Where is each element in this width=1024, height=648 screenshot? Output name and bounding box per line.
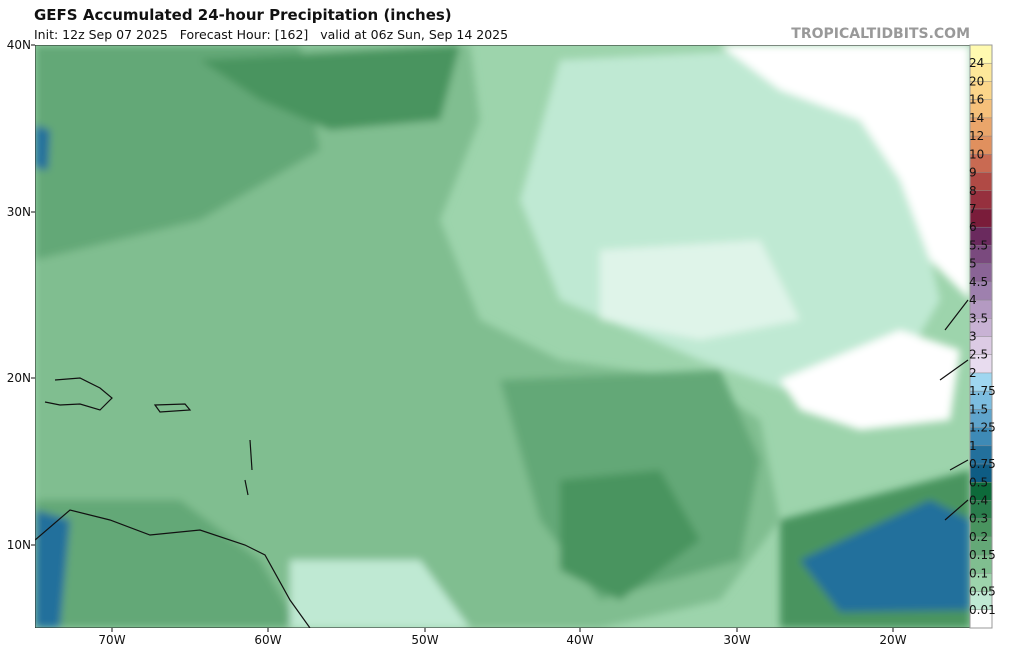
colorbar-swatch: [970, 482, 992, 501]
colorbar-swatch: [970, 427, 992, 447]
colorbar-swatch: [970, 464, 992, 483]
lon-label: 60W: [254, 633, 281, 647]
colorbar-swatch: [970, 445, 992, 465]
colorbar-swatch: [970, 208, 992, 228]
colorbar-swatch: [970, 99, 992, 119]
colorbar-label: 1: [969, 439, 977, 453]
axes: 40N 30N 20N 10N 70W 60W 50W 40W 30W 20W: [7, 38, 907, 647]
title: GEFS Accumulated 24-hour Precipitation (…: [34, 6, 452, 24]
lon-label: 30W: [723, 633, 750, 647]
colorbar-swatch: [970, 591, 992, 611]
colorbar-label: 2.5: [969, 348, 988, 362]
colorbar-swatch: [970, 536, 992, 556]
colorbar-label: 4.5: [969, 275, 988, 289]
subtitle: Init: 12z Sep 07 2025 Forecast Hour: [16…: [34, 27, 508, 42]
colorbar-swatch: [970, 609, 992, 629]
colorbar-swatch: [970, 555, 992, 574]
colorbar-label: 0.75: [969, 457, 996, 471]
colorbar-swatch: [970, 336, 992, 356]
colorbar-swatch: [970, 190, 992, 210]
colorbar-label: 10: [969, 147, 984, 161]
colorbar-label: 0.4: [969, 493, 988, 507]
colorbar-label: 1.75: [969, 384, 996, 398]
colorbar: 24 20 16 14 12 10 9 8 7 6 5.5 5 4.5 4 3.5 3 2.5 2 1.75 1.5 1…: [969, 44, 996, 629]
colorbar-label: 14: [969, 111, 984, 125]
colorbar-label: 0.15: [969, 548, 996, 562]
colorbar-swatch: [970, 81, 992, 100]
colorbar-label: 7: [969, 202, 977, 216]
colorbar-swatch: [970, 172, 992, 192]
lon-label: 20W: [879, 633, 906, 647]
lon-label: 70W: [98, 633, 125, 647]
colorbar-label: 8: [969, 184, 977, 198]
colorbar-label: 1.5: [969, 402, 988, 416]
colorbar-swatch: [970, 63, 992, 82]
colorbar-swatch: [970, 318, 992, 337]
colorbar-swatch: [970, 354, 992, 374]
colorbar-swatch: [970, 263, 992, 283]
colorbar-swatch: [970, 372, 992, 392]
colorbar-label: 0.3: [969, 512, 988, 526]
colorbar-swatch: [970, 518, 992, 538]
watermark: TROPICALTIDBITS.COM: [791, 26, 970, 42]
colorbar-label: 5.5: [969, 238, 988, 252]
colorbar-swatch: [970, 154, 992, 173]
colorbar-label: 4: [969, 293, 977, 307]
lon-label: 50W: [411, 633, 438, 647]
colorbar-label: 0.5: [969, 475, 988, 489]
lat-label: 30N: [7, 205, 31, 219]
colorbar-label: 24: [969, 56, 984, 70]
colorbar-label: 16: [969, 93, 984, 107]
lon-label: 40W: [566, 633, 593, 647]
precip-map: [35, 45, 970, 628]
colorbar-label: 2: [969, 366, 977, 380]
colorbar-swatch: [970, 45, 992, 64]
colorbar-label: 0.01: [969, 603, 996, 617]
colorbar-label: 12: [969, 129, 984, 143]
colorbar-swatch: [970, 136, 992, 155]
colorbar-swatch: [970, 300, 992, 319]
colorbar-label: 3: [969, 330, 977, 344]
colorbar-swatch: [970, 227, 992, 246]
lat-label: 20N: [7, 371, 31, 385]
colorbar-label: 0.2: [969, 530, 988, 544]
colorbar-label: 0.1: [969, 566, 988, 580]
colorbar-swatch: [970, 500, 992, 519]
lat-label: 40N: [7, 38, 31, 52]
colorbar-label: 5: [969, 257, 977, 271]
colorbar-label: 6: [969, 220, 977, 234]
colorbar-label: 1.25: [969, 421, 996, 435]
colorbar-label: 20: [969, 74, 984, 88]
colorbar-label: 0.05: [969, 585, 996, 599]
colorbar-swatch: [970, 245, 992, 264]
colorbar-swatch: [970, 281, 992, 301]
colorbar-label: 9: [969, 166, 977, 180]
colorbar-swatch: [970, 409, 992, 428]
colorbar-swatch: [970, 573, 992, 592]
colorbar-swatch: [970, 117, 992, 137]
colorbar-swatch: [970, 391, 992, 410]
colorbar-label: 3.5: [969, 311, 988, 325]
lat-label: 10N: [7, 538, 31, 552]
